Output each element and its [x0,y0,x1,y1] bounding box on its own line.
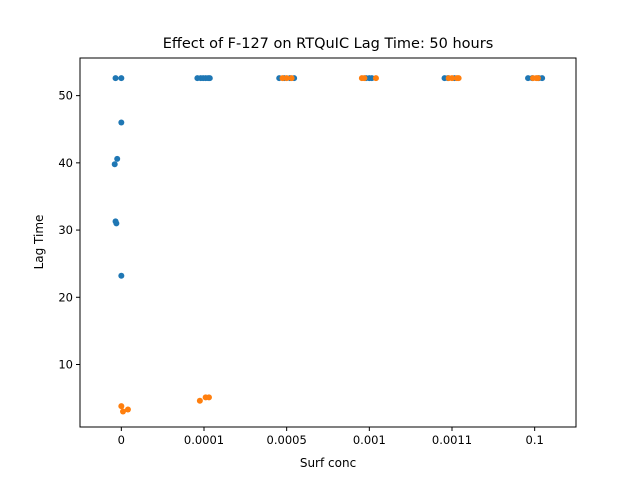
data-point-series-2 [196,397,203,404]
data-point-series-1 [118,75,125,82]
x-tick-label: 0.1 [526,433,544,447]
data-point-series-2 [279,75,286,82]
x-tick-label: 0.0005 [267,433,307,447]
data-point-series-1 [114,155,121,162]
data-point-series-1 [111,161,118,168]
x-tick-label: 0.0011 [432,433,472,447]
data-point-series-1 [118,119,125,126]
data-point-series-1 [539,75,546,82]
data-point-series-2 [118,403,125,410]
data-point-series-2 [455,75,462,82]
data-point-series-2 [534,75,541,82]
x-axis: 0 0.0001 0.0005 0.001 0.0011 0.1 [118,427,544,447]
data-point-series-1 [112,75,119,82]
plot-frame [79,57,577,428]
x-tick-label: 0.0001 [184,433,224,447]
x-axis-label: Surf conc [300,456,356,470]
data-point-series-1 [525,75,532,82]
data-points [111,75,546,415]
data-point-series-2 [205,394,212,401]
data-point-series-2 [361,75,368,82]
data-point-series-1 [368,75,375,82]
data-point-series-2 [372,75,379,82]
x-tick-label: 0.001 [353,433,386,447]
y-tick-label: 50 [58,89,73,103]
y-axis: 10 20 30 40 50 [58,89,80,371]
y-tick-label: 30 [58,223,73,237]
data-point-series-2 [119,408,126,415]
y-tick-label: 10 [58,357,73,371]
data-point-series-2 [283,75,290,82]
chart-title: Effect of F-127 on RTQuIC Lag Time: 50 h… [163,36,494,52]
y-tick-label: 40 [58,156,73,170]
data-point-series-1 [118,272,125,279]
data-point-series-1 [113,220,120,227]
data-point-series-1 [206,75,213,82]
x-tick-label: 0 [118,433,125,447]
y-tick-label: 20 [58,290,73,304]
data-point-series-2 [124,406,131,413]
data-point-series-2 [449,75,455,82]
data-point-series-2 [288,75,295,82]
y-axis-label: Lag Time [32,215,46,270]
